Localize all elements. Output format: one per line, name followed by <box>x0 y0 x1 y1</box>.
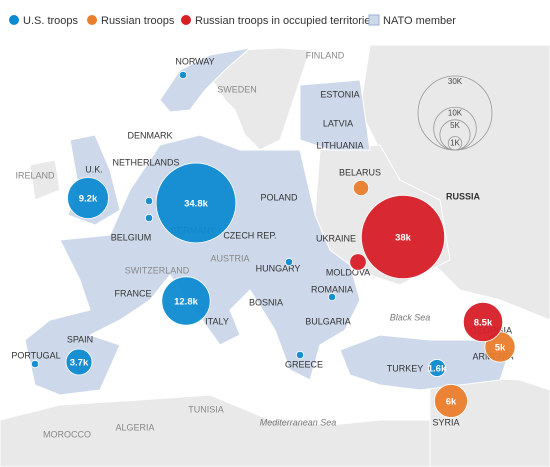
bubbles: 9.2k 34.8k 12.8k 3.7k 1.6k 5k 6k 38k 8.5k <box>30 70 516 418</box>
troop-bubble <box>178 70 188 80</box>
country-label: LATVIA <box>323 118 353 128</box>
country-label: BULGARIA <box>305 316 351 326</box>
bubble-label: 12.8k <box>174 297 198 308</box>
turkey <box>339 334 511 391</box>
legend-label: NATO member <box>383 15 456 27</box>
legend-label: Russian troops in occupied territories <box>195 15 376 27</box>
bubble-label: 34.8k <box>184 199 208 210</box>
troop-bubble <box>30 359 40 369</box>
bubble-label: 3.7k <box>70 358 89 369</box>
troop-bubble <box>428 359 446 377</box>
size-label: 10K <box>448 108 463 117</box>
country-label: ROMANIA <box>311 284 353 294</box>
country-label: FRANCE <box>114 288 151 298</box>
country-label: BOSNIA <box>249 297 283 307</box>
size-label: 1K <box>450 139 460 148</box>
legend-swatch <box>9 15 19 25</box>
country-label: BELARUS <box>339 167 381 177</box>
troop-bubble <box>284 257 294 267</box>
country-label: TURKEY <box>387 363 424 373</box>
country-label: LITHUANIA <box>316 140 363 150</box>
country-label: SYRIA <box>432 417 459 427</box>
bubble-label: 9.2k <box>79 194 98 205</box>
country-label: HUNGARY <box>256 263 301 273</box>
troop-bubble <box>327 292 337 302</box>
legend-label: Russian troops <box>101 15 175 27</box>
country-label: SWEDEN <box>217 84 257 94</box>
troop-bubble <box>295 350 305 360</box>
troop-bubble <box>434 384 468 418</box>
troop-bubble <box>144 213 154 223</box>
size-label: 30K <box>448 77 463 86</box>
troop-bubble <box>352 179 370 197</box>
land <box>0 44 550 467</box>
troop-bubble <box>349 253 367 271</box>
bubble-label: 5k <box>495 343 506 354</box>
country-label: POLAND <box>260 192 298 202</box>
country-label: AUSTRIA <box>210 253 249 263</box>
bubble-label: 1.6k <box>428 364 447 375</box>
norway <box>159 47 252 113</box>
country-label: FINLAND <box>306 50 345 60</box>
country-label: NORWAY <box>175 56 214 66</box>
russia-land <box>359 44 550 321</box>
country-label: TUNISIA <box>188 404 224 414</box>
country-label: MOLDOVA <box>326 267 370 277</box>
country-label: IRELAND <box>15 170 55 180</box>
legend-label: U.S. troops <box>23 15 79 27</box>
country-label: CZECH REP. <box>223 230 276 240</box>
troop-bubble <box>67 177 109 219</box>
troop-bubble <box>462 301 504 343</box>
troop-bubble <box>65 348 93 376</box>
troop-bubble <box>161 276 211 326</box>
country-label: GREECE <box>285 359 323 369</box>
troop-bubble <box>155 162 237 244</box>
troop-bubble <box>360 194 446 280</box>
country-label: MOROCCO <box>43 429 91 439</box>
sea-label: Black Sea <box>390 312 431 322</box>
ireland <box>29 159 61 201</box>
size-legend: 30K 10K 5K 1K <box>417 75 493 151</box>
bubble-label: 8.5k <box>474 318 493 329</box>
western-europe <box>24 134 361 396</box>
country-label: NETHERLANDS <box>112 157 179 167</box>
size-circle <box>447 136 463 151</box>
sea-label: Mediterranean Sea <box>260 417 337 427</box>
country-label: ITALY <box>205 316 229 326</box>
bubble-label: 38k <box>395 233 412 244</box>
scandinavia <box>199 47 311 151</box>
baltics <box>299 79 371 151</box>
country-label: ALGERIA <box>115 422 154 432</box>
legend-swatch <box>181 15 191 25</box>
country-label: DENMARK <box>127 130 172 140</box>
legend-swatch <box>87 15 97 25</box>
north-africa <box>0 389 550 467</box>
legend-swatch <box>368 14 380 26</box>
country-label: RUSSIA <box>446 191 481 201</box>
size-label: 5K <box>450 121 460 130</box>
country-label: U.K. <box>85 164 103 174</box>
country-label: SWITZERLAND <box>125 265 190 275</box>
country-label: SPAIN <box>67 334 93 344</box>
country-label: UKRAINE <box>316 233 356 243</box>
country-label: BELGIUM <box>111 232 152 242</box>
legend: U.S. troops Russian troops Russian troops … <box>9 14 456 27</box>
troop-bubble <box>144 196 154 206</box>
bubble-label: 6k <box>446 397 457 408</box>
country-label: PORTUGAL <box>11 350 60 360</box>
country-label: ESTONIA <box>320 89 359 99</box>
